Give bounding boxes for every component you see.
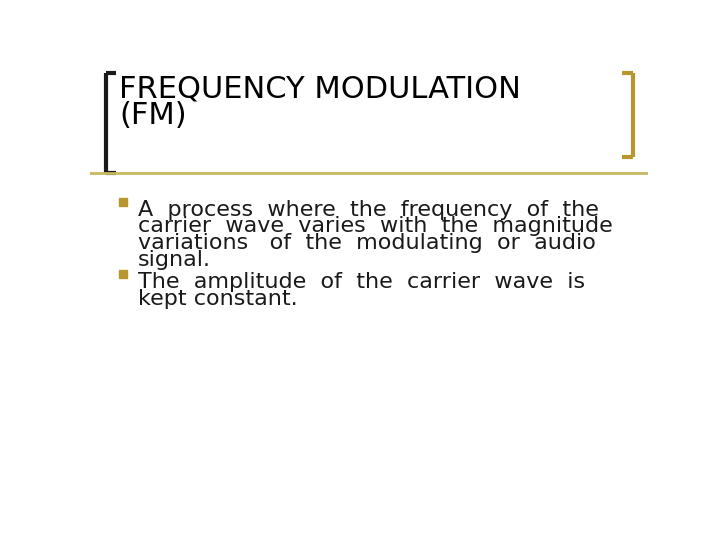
Bar xyxy=(120,271,127,278)
Text: A  process  where  the  frequency  of  the: A process where the frequency of the xyxy=(138,200,599,220)
Bar xyxy=(120,198,127,206)
Text: carrier  wave  varies  with  the  magnitude: carrier wave varies with the magnitude xyxy=(138,217,613,237)
Text: FREQUENCY MODULATION: FREQUENCY MODULATION xyxy=(120,75,521,104)
Text: kept constant.: kept constant. xyxy=(138,289,297,309)
Text: signal.: signal. xyxy=(138,251,211,271)
Text: The  amplitude  of  the  carrier  wave  is: The amplitude of the carrier wave is xyxy=(138,272,585,292)
Text: variations   of  the  modulating  or  audio: variations of the modulating or audio xyxy=(138,233,596,253)
Text: (FM): (FM) xyxy=(120,101,187,130)
